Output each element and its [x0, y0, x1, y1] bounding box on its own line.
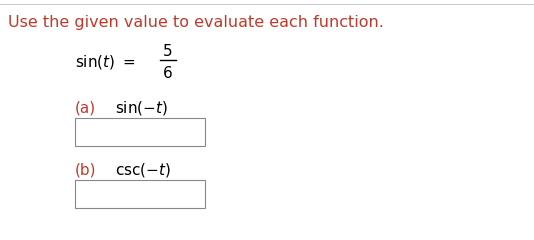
Text: (a): (a) — [75, 101, 96, 115]
Bar — [75, 180, 205, 208]
Text: 5: 5 — [163, 44, 173, 60]
Text: 6: 6 — [163, 66, 173, 82]
Text: $\mathregular{sin}(t)\ =$: $\mathregular{sin}(t)\ =$ — [75, 53, 136, 71]
Bar — [75, 118, 205, 146]
Text: Use the given value to evaluate each function.: Use the given value to evaluate each fun… — [8, 14, 384, 30]
Text: (b): (b) — [75, 162, 97, 178]
Text: $\mathregular{sin}(-t)$: $\mathregular{sin}(-t)$ — [115, 99, 168, 117]
Text: $\mathregular{csc}(-t)$: $\mathregular{csc}(-t)$ — [115, 161, 171, 179]
